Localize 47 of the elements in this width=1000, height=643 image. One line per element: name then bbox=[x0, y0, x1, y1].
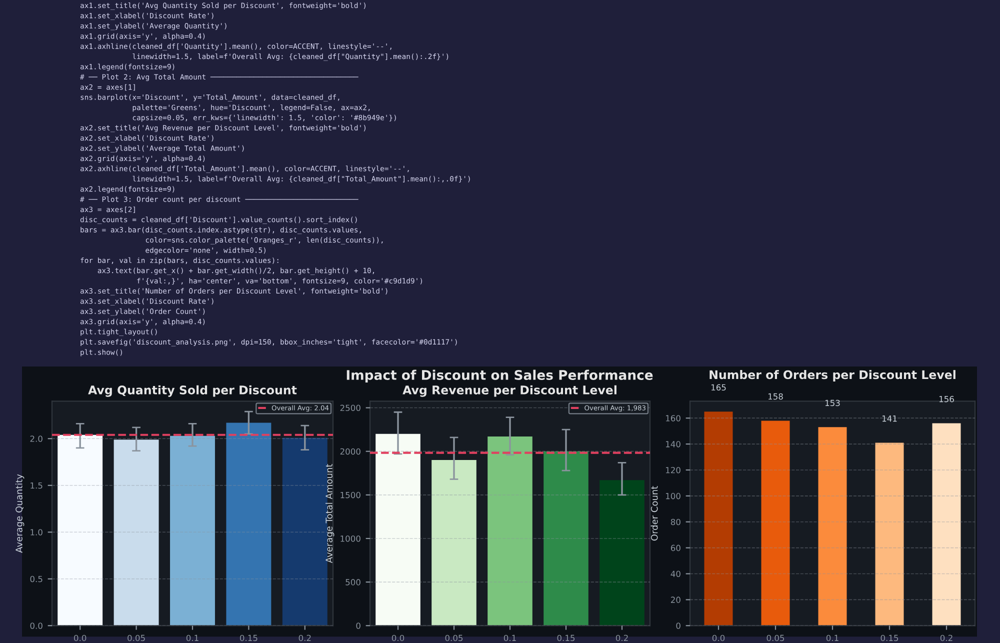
x-tick-label: 0.15 bbox=[880, 634, 898, 642]
y-tick-label: 1.5 bbox=[30, 482, 42, 489]
x-tick-label: 0.0 bbox=[74, 634, 86, 642]
chart-title: Number of Orders per Discount Level bbox=[710, 370, 956, 382]
data-label: 156 bbox=[939, 396, 954, 402]
y-tick-label: 500 bbox=[346, 579, 360, 586]
chart-title: Avg Revenue per Discount Level bbox=[402, 385, 616, 397]
chart-title: Avg Quantity Sold per Discount bbox=[88, 385, 297, 397]
y-tick-label: 0 bbox=[676, 622, 680, 629]
y-tick-label: 1.0 bbox=[30, 529, 42, 536]
x-tick-label: 0.15 bbox=[240, 634, 258, 642]
x-tick-label: 0.1 bbox=[186, 634, 198, 642]
y-axis-title: Average Total Amount bbox=[325, 464, 334, 564]
y-tick-label: 0.5 bbox=[30, 576, 42, 582]
x-tick-label: 0.2 bbox=[940, 634, 952, 642]
data-label: 158 bbox=[768, 393, 783, 400]
y-tick-label: 140 bbox=[666, 441, 680, 448]
x-tick-label: 0.05 bbox=[766, 634, 784, 642]
y-tick-label: 120 bbox=[666, 466, 680, 474]
data-label: 165 bbox=[711, 384, 726, 391]
x-tick-label: 0.1 bbox=[504, 634, 516, 642]
y-tick-label: 0.0 bbox=[30, 622, 42, 629]
y-tick-label: 1500 bbox=[340, 492, 360, 498]
y-tick-label: 40 bbox=[670, 570, 680, 578]
y-tick-label: 100 bbox=[666, 492, 680, 500]
y-axis-title: Average Quantity bbox=[15, 474, 24, 553]
y-tick-label: 2000 bbox=[340, 448, 360, 455]
x-tick-label: 0.05 bbox=[128, 634, 145, 642]
y-axis-title: Order Count bbox=[650, 486, 658, 541]
x-tick-label: 0.2 bbox=[298, 634, 311, 642]
x-tick-label: 0.0 bbox=[392, 634, 404, 642]
y-tick-label: 60 bbox=[670, 544, 680, 552]
y-tick-label: 160 bbox=[666, 415, 680, 422]
text: Impact of Discount on Sales Performance bbox=[346, 370, 653, 383]
data-label: 153 bbox=[825, 400, 840, 406]
data-label: 141 bbox=[882, 415, 897, 422]
x-tick-label: 0.2 bbox=[616, 634, 628, 642]
x-tick-label: 0.15 bbox=[557, 634, 575, 642]
y-tick-label: 1000 bbox=[340, 535, 360, 542]
x-tick-label: 0.05 bbox=[445, 634, 463, 642]
y-tick-label: 2500 bbox=[340, 404, 360, 412]
x-tick-label: 0.1 bbox=[826, 634, 838, 642]
y-tick-label: 20 bbox=[670, 596, 680, 603]
y-tick-label: 0 bbox=[356, 622, 360, 629]
x-tick-label: 0.0 bbox=[712, 634, 725, 642]
y-tick-label: 2.0 bbox=[30, 436, 42, 442]
y-tick-label: 80 bbox=[670, 518, 680, 526]
